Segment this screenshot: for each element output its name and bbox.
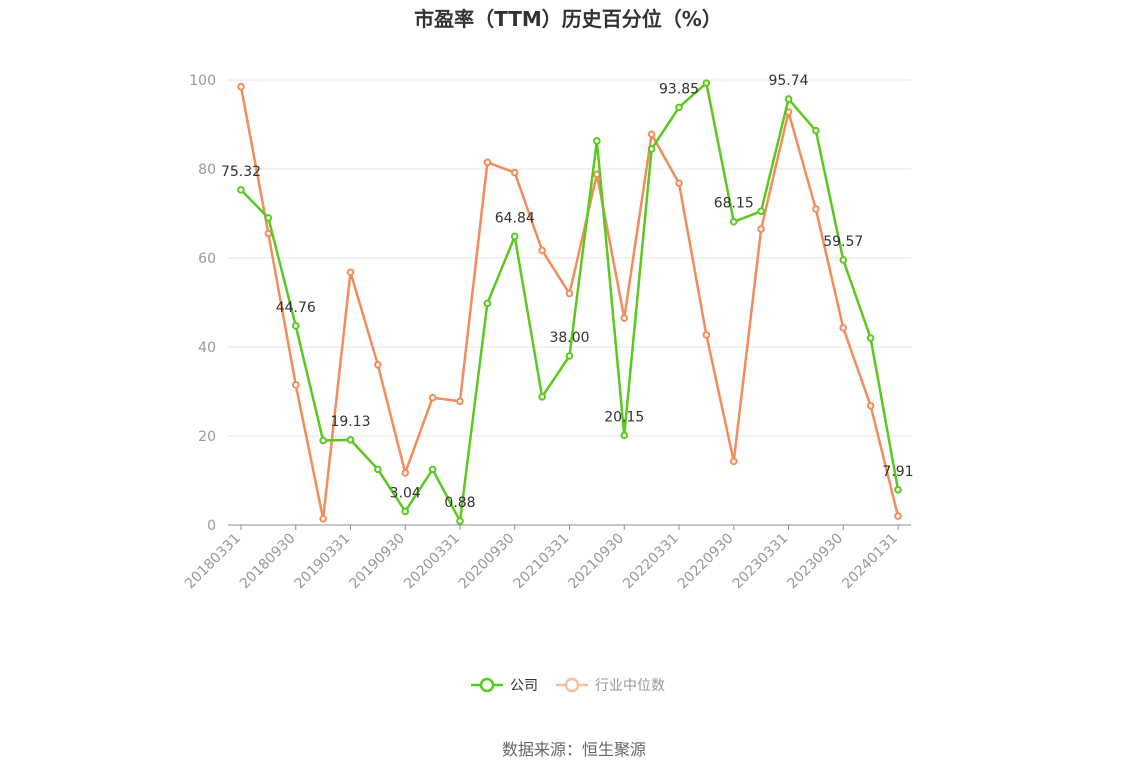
- y-tick-label: 20: [198, 429, 216, 445]
- data-point[interactable]: [483, 299, 492, 308]
- data-label: 59.57: [823, 234, 863, 250]
- legend-swatch-marker: [564, 677, 580, 693]
- data-point[interactable]: [510, 232, 519, 241]
- data-point[interactable]: [319, 436, 327, 445]
- data-point[interactable]: [647, 130, 656, 139]
- y-tick-label: 100: [189, 73, 216, 89]
- data-point[interactable]: [264, 229, 273, 238]
- y-tick-label: 40: [198, 340, 216, 356]
- data-point[interactable]: [565, 289, 574, 298]
- data-point[interactable]: [702, 79, 711, 87]
- data-point[interactable]: [428, 465, 437, 474]
- legend-item-0[interactable]: 公司: [471, 677, 538, 694]
- data-point[interactable]: [784, 95, 793, 103]
- data-point[interactable]: [565, 352, 574, 360]
- data-labels: 75.32 44.76 19.13 3.04 0.88 64.84 38.00 20.15 93…: [221, 73, 914, 511]
- data-label: 44.76: [276, 300, 316, 316]
- data-label: 64.84: [495, 210, 535, 226]
- x-tick-label: 20200930: [456, 531, 518, 593]
- data-label: 38.00: [549, 330, 589, 346]
- x-tick-label: 20240131: [839, 531, 901, 593]
- series-lines: [237, 79, 902, 525]
- data-point[interactable]: [538, 393, 546, 401]
- legend-label: 行业中位数: [595, 678, 665, 694]
- data-point[interactable]: [319, 514, 327, 523]
- data-point[interactable]: [237, 82, 245, 91]
- data-label: 68.15: [714, 196, 754, 212]
- data-point[interactable]: [866, 334, 875, 342]
- data-point[interactable]: [729, 217, 738, 226]
- data-point[interactable]: [675, 179, 683, 188]
- data-point[interactable]: [237, 186, 245, 194]
- data-point[interactable]: [894, 512, 902, 520]
- data-point[interactable]: [401, 469, 410, 477]
- data-point[interactable]: [374, 465, 382, 474]
- x-tick-label: 20190331: [292, 531, 354, 593]
- chart-title: 市盈率（TTM）历史百分位（%）: [414, 7, 722, 31]
- data-point[interactable]: [729, 457, 738, 466]
- data-point[interactable]: [620, 431, 629, 440]
- x-tick-label: 20220331: [620, 531, 682, 593]
- data-point[interactable]: [839, 324, 848, 332]
- y-tick-label: 60: [198, 251, 216, 267]
- data-label: 75.32: [221, 164, 261, 180]
- series-line-1: [239, 86, 900, 521]
- data-point[interactable]: [291, 322, 300, 330]
- x-tick-label: 20230930: [784, 531, 846, 593]
- source-note: 数据来源：恒生聚源: [502, 740, 646, 759]
- data-point[interactable]: [839, 256, 848, 264]
- x-tick-label: 20210930: [565, 531, 627, 593]
- data-point[interactable]: [702, 331, 711, 339]
- data-label: 20.15: [604, 409, 644, 425]
- x-tick-label: 20230331: [730, 531, 792, 593]
- data-point[interactable]: [593, 137, 601, 145]
- x-tick-label: 20220930: [675, 531, 737, 593]
- data-point[interactable]: [483, 158, 492, 167]
- data-label: 95.74: [768, 73, 808, 89]
- data-label: 93.85: [659, 81, 699, 97]
- data-point[interactable]: [346, 268, 355, 277]
- data-point[interactable]: [291, 381, 300, 389]
- data-point[interactable]: [894, 486, 902, 494]
- data-point[interactable]: [812, 126, 820, 135]
- data-point[interactable]: [675, 103, 683, 112]
- x-tick-label: 20180930: [237, 531, 299, 593]
- data-point[interactable]: [346, 436, 355, 444]
- data-point[interactable]: [647, 145, 656, 153]
- data-point[interactable]: [428, 393, 437, 402]
- legend-label: 公司: [510, 678, 538, 694]
- grid: [228, 79, 911, 437]
- data-point[interactable]: [401, 507, 410, 516]
- x-tick-label: 20180331: [182, 531, 244, 593]
- data-label: 0.88: [444, 495, 475, 511]
- data-point[interactable]: [812, 205, 820, 213]
- data-point[interactable]: [456, 517, 464, 525]
- data-point[interactable]: [757, 207, 765, 216]
- legend[interactable]: 公司 行业中位数: [471, 677, 665, 694]
- data-point[interactable]: [866, 401, 875, 410]
- data-point[interactable]: [510, 168, 519, 177]
- legend-item-1[interactable]: 行业中位数: [556, 677, 665, 694]
- data-label: 19.13: [330, 414, 370, 430]
- axes: 0 20 40 60 80 100 2018033120180930201903312019…: [182, 73, 911, 592]
- legend-swatch-marker: [479, 677, 495, 693]
- data-label: 7.91: [882, 464, 913, 480]
- data-point[interactable]: [264, 214, 273, 222]
- data-label: 3.04: [390, 485, 421, 501]
- data-point[interactable]: [757, 225, 765, 233]
- x-tick-label: 20200331: [401, 531, 463, 593]
- data-point[interactable]: [538, 246, 546, 255]
- y-tick-label: 0: [207, 518, 216, 534]
- data-point[interactable]: [456, 397, 464, 406]
- data-point[interactable]: [374, 361, 382, 369]
- x-tick-label: 20190930: [346, 531, 408, 593]
- x-tick-label: 20210331: [511, 531, 573, 593]
- data-point[interactable]: [620, 314, 629, 322]
- y-tick-label: 80: [198, 162, 216, 178]
